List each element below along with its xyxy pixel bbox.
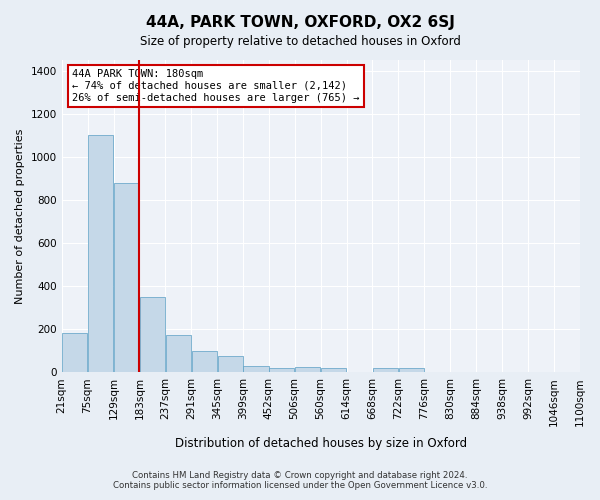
Text: 44A PARK TOWN: 180sqm
← 74% of detached houses are smaller (2,142)
26% of semi-d: 44A PARK TOWN: 180sqm ← 74% of detached … <box>72 70 359 102</box>
Text: 44A, PARK TOWN, OXFORD, OX2 6SJ: 44A, PARK TOWN, OXFORD, OX2 6SJ <box>146 15 454 30</box>
Text: Size of property relative to detached houses in Oxford: Size of property relative to detached ho… <box>140 35 460 48</box>
Bar <box>88 136 113 372</box>
Bar <box>244 366 269 372</box>
Bar <box>321 368 346 372</box>
Bar <box>191 351 217 372</box>
Bar <box>218 356 243 372</box>
Y-axis label: Number of detached properties: Number of detached properties <box>15 128 25 304</box>
Bar <box>373 368 398 372</box>
Bar <box>398 368 424 372</box>
Text: Contains HM Land Registry data © Crown copyright and database right 2024.
Contai: Contains HM Land Registry data © Crown c… <box>113 470 487 490</box>
X-axis label: Distribution of detached houses by size in Oxford: Distribution of detached houses by size … <box>175 437 467 450</box>
Bar <box>62 332 88 372</box>
Bar <box>140 297 165 372</box>
Bar <box>295 367 320 372</box>
Bar <box>166 334 191 372</box>
Bar <box>269 368 295 372</box>
Bar <box>114 183 139 372</box>
